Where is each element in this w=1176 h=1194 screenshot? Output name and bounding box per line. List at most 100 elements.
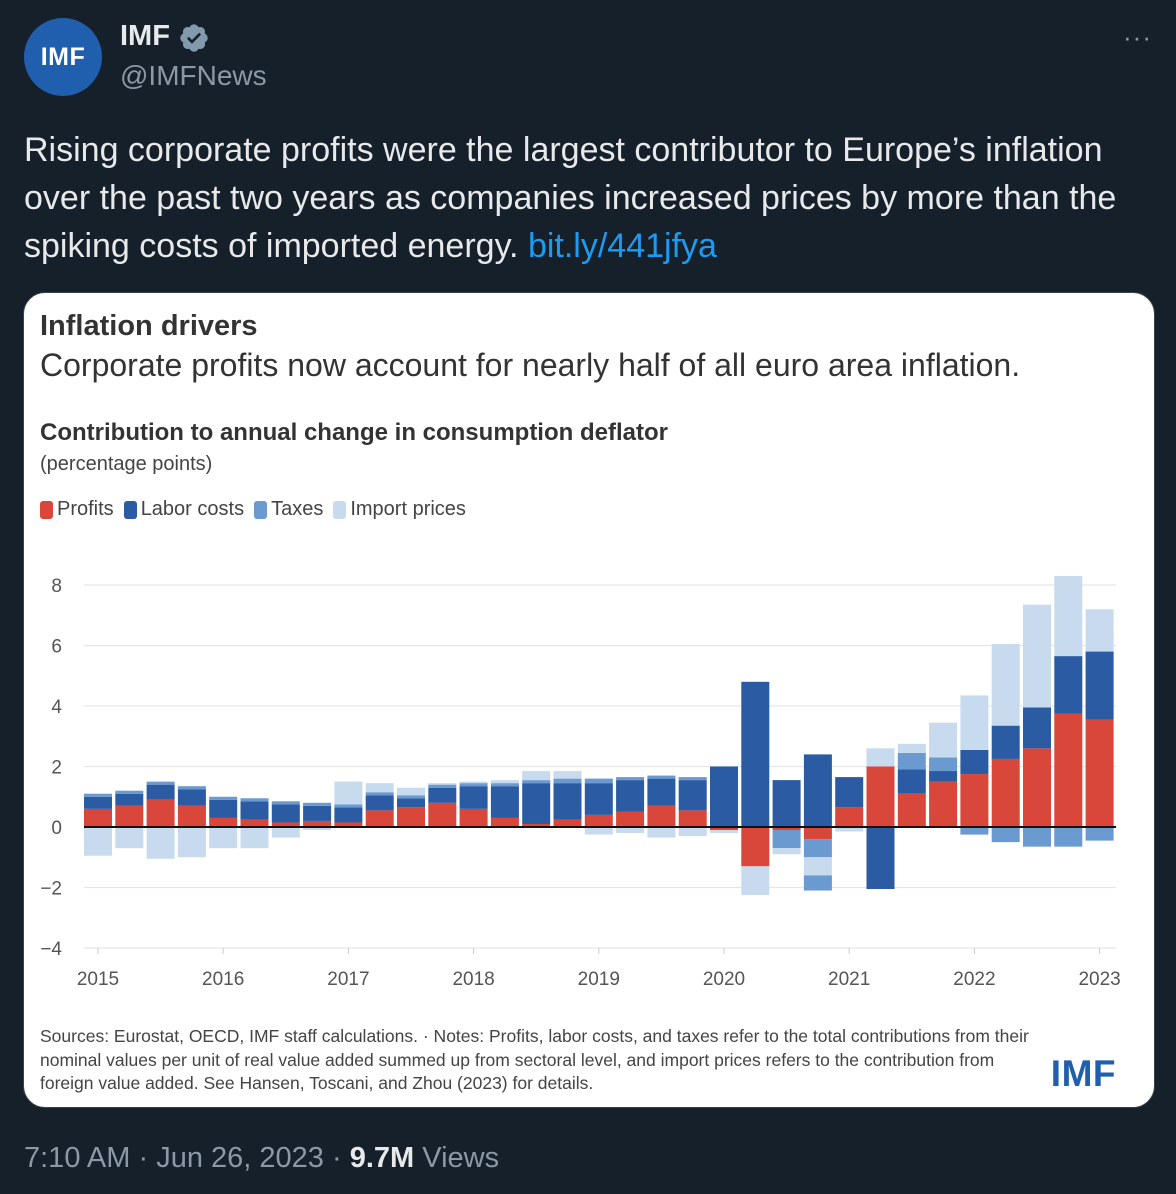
bar-segment — [866, 827, 895, 890]
chart-card[interactable]: Inflation drivers Corporate profits now … — [23, 292, 1155, 1108]
tweet-link[interactable]: bit.ly/441jfya — [527, 227, 717, 265]
bar-segment — [303, 827, 332, 831]
bar-segment — [459, 808, 488, 827]
bar-segment — [365, 810, 394, 827]
bar-segment — [897, 769, 926, 794]
bar-segment — [303, 805, 332, 821]
bar-segment — [334, 822, 363, 827]
legend-item: Labor costs — [123, 498, 244, 521]
bar-segment — [459, 783, 488, 787]
x-tick-label: 2018 — [452, 969, 494, 990]
y-tick-label: 8 — [51, 576, 62, 597]
bar-segment — [584, 778, 613, 784]
bar-segment — [835, 807, 864, 827]
bar-segment — [710, 766, 738, 827]
bar-segment — [647, 778, 676, 806]
author-handle[interactable]: @IMFNews — [120, 60, 267, 91]
x-tick-label: 2023 — [1078, 969, 1120, 990]
bar-segment — [647, 805, 676, 827]
bar-segment — [616, 811, 645, 827]
bar-segment — [897, 752, 926, 770]
bar-segment — [1023, 827, 1051, 847]
bar-segment — [334, 807, 363, 823]
bar-segment — [522, 771, 551, 781]
legend-label: Profits — [57, 498, 114, 520]
bar-segment — [177, 805, 206, 827]
x-tick-label: 2021 — [828, 969, 870, 990]
bar-segment — [741, 866, 770, 896]
bar-segment — [397, 798, 425, 808]
avatar[interactable]: IMF — [24, 18, 102, 96]
meta-sep-1: · — [138, 1142, 149, 1174]
bar-segment — [772, 848, 801, 855]
bar-segment — [115, 827, 144, 849]
bar-segment — [616, 827, 645, 834]
bar-segment — [428, 783, 457, 785]
bar-segment — [240, 827, 269, 849]
legend-item: Taxes — [254, 498, 323, 521]
bar-segment — [428, 784, 457, 788]
author-name[interactable]: IMF — [120, 20, 170, 52]
bar-segment — [553, 771, 582, 779]
bar-segment — [897, 793, 926, 827]
bar-segment — [584, 814, 613, 827]
bar-segment — [490, 786, 519, 818]
bar-segment — [271, 801, 300, 805]
more-options-icon[interactable]: ··· — [1123, 22, 1152, 52]
bar-segment — [866, 748, 895, 767]
meta-sep-2: · — [331, 1142, 342, 1174]
x-tick-label: 2015 — [77, 969, 119, 990]
tweet-body: Rising corporate profits were the larges… — [24, 131, 1117, 265]
bar-segment — [803, 827, 832, 840]
bar-segment — [741, 827, 770, 867]
tweet-time[interactable]: 7:10 AM — [24, 1142, 131, 1174]
bar-segment — [1054, 827, 1083, 834]
bar-segment — [803, 754, 832, 827]
x-tick-label: 2019 — [578, 969, 620, 990]
bar-segment — [1085, 719, 1114, 827]
views-label: Views — [422, 1142, 500, 1174]
verified-badge-icon — [180, 24, 208, 52]
chart-unit: (percentage points) — [40, 453, 213, 475]
bar-segment — [490, 783, 519, 787]
bar-segment — [209, 799, 238, 818]
bar-segment — [1085, 609, 1114, 652]
bar-segment — [146, 827, 175, 859]
bar-segment — [428, 787, 457, 803]
bar-segment — [960, 774, 989, 827]
legend-label: Taxes — [271, 498, 324, 520]
bar-segment — [929, 781, 958, 827]
bar-segment — [334, 804, 363, 808]
bar-segment — [678, 780, 707, 811]
bar-segment — [991, 827, 1020, 843]
bar-segment — [960, 695, 989, 750]
bar-segment — [146, 781, 175, 785]
bar-segment — [1054, 575, 1083, 657]
x-tick-label: 2022 — [953, 969, 995, 990]
bar-segment — [647, 827, 676, 838]
bar-segment — [772, 827, 801, 831]
bar-segment — [365, 795, 394, 811]
bar-segment — [616, 777, 645, 781]
bar-segment — [522, 783, 551, 824]
bar-segment — [647, 775, 676, 779]
bar-segment — [397, 795, 425, 799]
bar-segment — [1085, 651, 1114, 720]
bar-segment — [146, 784, 175, 800]
legend-swatch — [123, 500, 137, 519]
bar-segment — [678, 827, 707, 837]
x-tick-label: 2016 — [202, 969, 244, 990]
legend-swatch — [40, 500, 53, 519]
bar-segment — [459, 786, 488, 809]
tweet-text: Rising corporate profits were the larges… — [24, 126, 1164, 270]
bar-segment — [866, 766, 895, 827]
bar-segment — [271, 804, 300, 823]
tweet-date[interactable]: Jun 26, 2023 — [156, 1142, 324, 1174]
card-subtitle: Corporate profits now account for nearly… — [40, 347, 1021, 383]
bar-segment — [1054, 833, 1083, 847]
chart-title: Contribution to annual change in consump… — [40, 419, 668, 446]
bar-segment — [1054, 656, 1083, 714]
x-tick-label: 2017 — [327, 969, 369, 990]
bar-segment — [1023, 707, 1051, 749]
chart-plot: 8 6 4 2 0 −2 −4 2015 2016 2017 2018 2019 2020 2021 202… — [40, 575, 1121, 990]
